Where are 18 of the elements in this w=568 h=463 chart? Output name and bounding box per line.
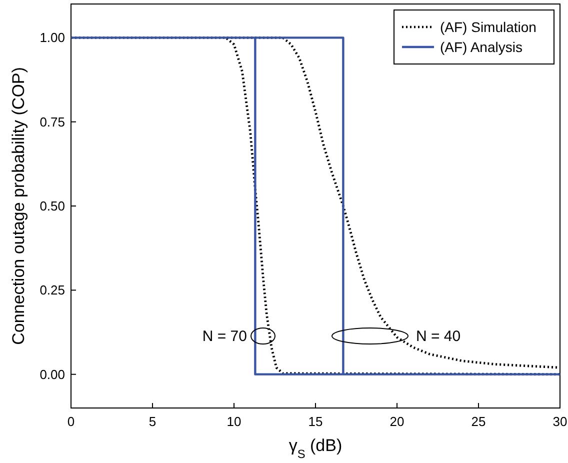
y-tick-label: 0.50 bbox=[40, 198, 65, 214]
y-tick-label: 0.75 bbox=[40, 114, 65, 130]
y-tick-label: 0.00 bbox=[40, 366, 65, 382]
x-axis-title: γ$_{S}$ (dB) bbox=[288, 436, 342, 461]
legend-label: (AF) Simulation bbox=[440, 19, 536, 35]
x-tick-label: 30 bbox=[552, 414, 568, 429]
annotation: N = 40 bbox=[416, 328, 461, 345]
y-axis-title: Connection outage probability (COP) bbox=[9, 67, 28, 345]
x-tick-label: 25 bbox=[471, 414, 486, 429]
x-tick-label: 5 bbox=[148, 414, 156, 429]
x-tick-label: 15 bbox=[308, 414, 323, 429]
x-tick-label: 20 bbox=[390, 414, 404, 429]
y-tick-label: 0.25 bbox=[40, 282, 65, 298]
y-tick-label: 1.00 bbox=[40, 30, 65, 46]
x-tick-label: 10 bbox=[226, 414, 242, 429]
legend-label: (AF) Analysis bbox=[440, 39, 522, 55]
annotation: N = 70 bbox=[202, 328, 247, 345]
x-tick-label: 0 bbox=[67, 414, 75, 429]
